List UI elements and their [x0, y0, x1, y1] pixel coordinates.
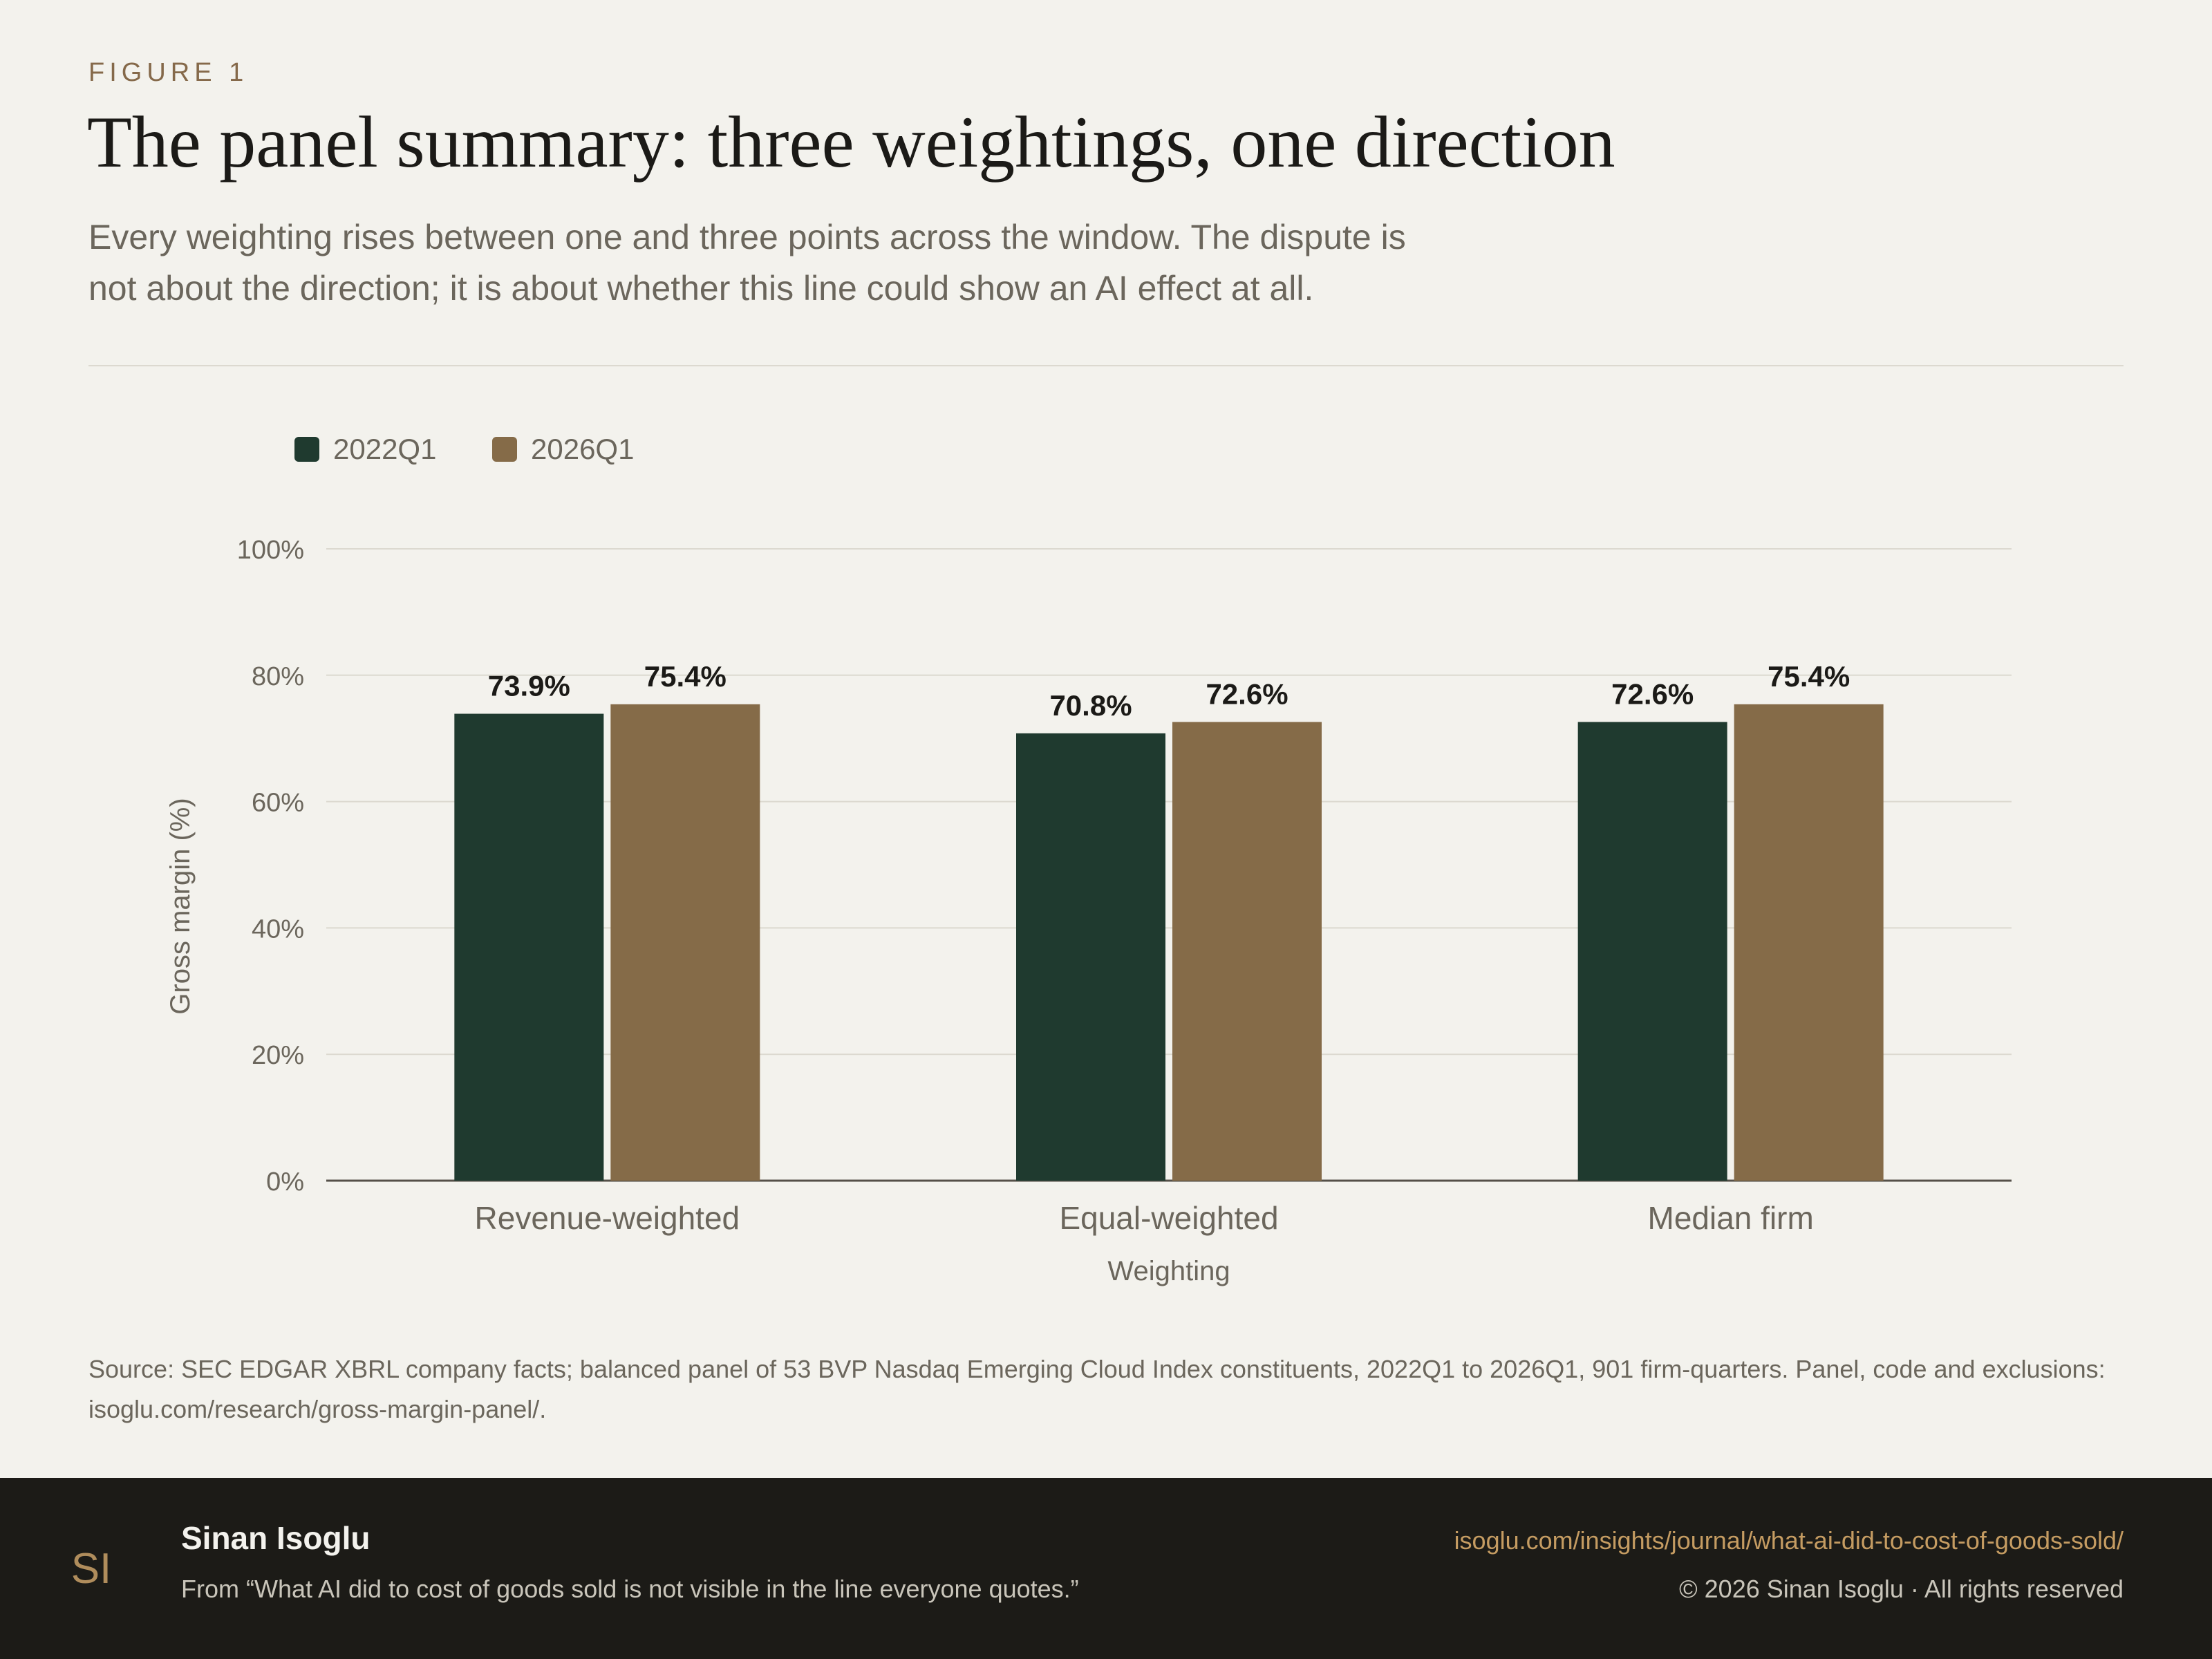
bar-2026q1 — [1734, 704, 1884, 1181]
page-subtitle: Every weighting rises between one and th… — [88, 218, 1406, 308]
data-label: 72.6% — [1611, 677, 1694, 710]
bar-2022q1 — [454, 713, 604, 1181]
bar-2022q1 — [1577, 722, 1727, 1181]
copyright: © 2026 Sinan Isoglu · All rights reserve… — [1679, 1575, 2124, 1603]
article-link[interactable]: isoglu.com/insights/journal/what-ai-did-… — [1454, 1526, 2124, 1555]
bar-chart: 0% 20% 40% 60% 80% 100% 73.9% 75.4% Revenue-weig… — [165, 433, 2012, 1286]
header-divider — [88, 365, 2124, 366]
y-tick-label: 60% — [252, 789, 304, 818]
data-label: 72.6% — [1206, 677, 1288, 710]
y-tick-label: 0% — [266, 1168, 304, 1197]
logo-text: SI — [71, 1545, 112, 1593]
data-label: 73.9% — [488, 670, 570, 702]
legend-label: 2022Q1 — [333, 433, 436, 465]
data-label: 75.4% — [1768, 660, 1850, 693]
footer: SI Sinan Isoglu From “What AI did to cos… — [0, 1478, 2212, 1659]
author-name: Sinan Isoglu — [181, 1520, 371, 1556]
data-label: 75.4% — [644, 660, 727, 693]
y-tick-label: 20% — [252, 1041, 304, 1070]
legend-swatch-2022q1 — [294, 437, 319, 462]
page-title: The panel summary: three weightings, one… — [87, 102, 1615, 182]
data-label: 70.8% — [1049, 689, 1132, 722]
monogram-logo: SI — [71, 1545, 112, 1593]
figure-eyebrow: FIGURE 1 — [88, 58, 249, 87]
source-note: Source: SEC EDGAR XBRL company facts; ba… — [88, 1355, 2106, 1423]
bar-2022q1 — [1016, 733, 1165, 1181]
bar-2026q1 — [610, 704, 760, 1181]
article-reference: From “What AI did to cost of goods sold … — [181, 1575, 1079, 1603]
x-tick-label: Equal-weighted — [1059, 1200, 1278, 1236]
bar-2026q1 — [1172, 722, 1322, 1181]
y-tick-label: 80% — [252, 662, 304, 691]
chart-area: 0% 20% 40% 60% 80% 100% 73.9% 75.4% Revenue-weig… — [0, 387, 2212, 1306]
y-tick-label: 40% — [252, 915, 304, 944]
legend-label: 2026Q1 — [531, 433, 634, 465]
legend-swatch-2026q1 — [492, 437, 517, 462]
y-tick-label: 100% — [237, 536, 304, 565]
x-axis-title: Weighting — [1107, 1256, 1230, 1286]
x-tick-label: Median firm — [1648, 1200, 1814, 1236]
y-axis-title: Gross margin (%) — [165, 798, 196, 1014]
x-tick-label: Revenue-weighted — [475, 1200, 740, 1236]
